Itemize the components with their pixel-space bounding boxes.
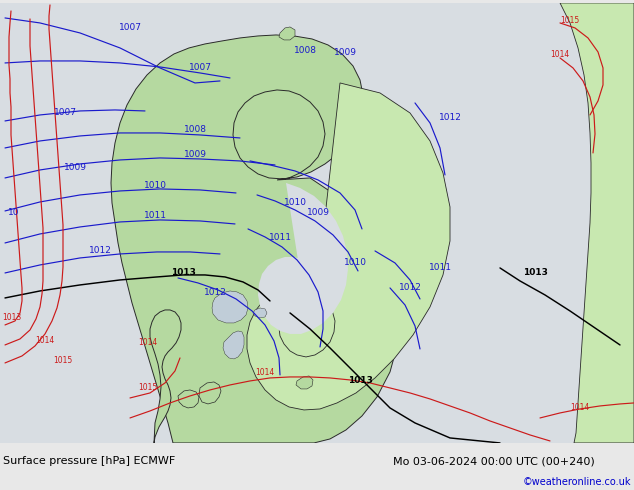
Text: ©weatheronline.co.uk: ©weatheronline.co.uk — [522, 477, 631, 487]
Text: 1013: 1013 — [522, 269, 547, 277]
Polygon shape — [296, 376, 313, 389]
Polygon shape — [212, 291, 248, 323]
Polygon shape — [258, 183, 348, 334]
Text: Surface pressure [hPa] ECMWF: Surface pressure [hPa] ECMWF — [3, 456, 176, 466]
Text: Mo 03-06-2024 00:00 UTC (00+240): Mo 03-06-2024 00:00 UTC (00+240) — [393, 456, 595, 466]
Text: 1015: 1015 — [560, 17, 579, 25]
Text: 1009: 1009 — [306, 208, 330, 218]
Text: 1007: 1007 — [188, 63, 212, 73]
Text: 1012: 1012 — [399, 283, 422, 293]
Text: 1015: 1015 — [53, 356, 73, 366]
Text: 1014: 1014 — [571, 403, 590, 413]
Text: 1015: 1015 — [138, 384, 158, 392]
Text: 1012: 1012 — [89, 246, 112, 255]
Polygon shape — [253, 308, 267, 318]
Text: 1011: 1011 — [269, 233, 292, 243]
Text: 1010: 1010 — [143, 181, 167, 191]
Text: 1012: 1012 — [439, 114, 462, 122]
Text: 10: 10 — [8, 208, 20, 218]
Polygon shape — [223, 331, 244, 359]
Text: 1010: 1010 — [344, 258, 366, 268]
Text: 1007: 1007 — [53, 108, 77, 118]
Polygon shape — [247, 83, 450, 410]
Polygon shape — [150, 310, 181, 443]
Text: 1009: 1009 — [183, 150, 207, 159]
Text: 1014: 1014 — [256, 368, 275, 377]
Text: 1010: 1010 — [283, 198, 306, 207]
Text: 1013: 1013 — [3, 314, 22, 322]
Polygon shape — [111, 35, 400, 443]
Text: 1011: 1011 — [143, 212, 167, 220]
Polygon shape — [279, 27, 295, 40]
Text: 1011: 1011 — [429, 264, 451, 272]
Text: 1009: 1009 — [63, 164, 86, 172]
Polygon shape — [560, 3, 634, 443]
Text: 1008: 1008 — [294, 47, 316, 55]
Text: 1014: 1014 — [550, 50, 569, 59]
Text: 1007: 1007 — [119, 24, 141, 32]
Text: 1012: 1012 — [204, 289, 226, 297]
Text: 1013: 1013 — [171, 269, 195, 277]
Text: 1009: 1009 — [333, 49, 356, 57]
Text: 1014: 1014 — [138, 339, 158, 347]
Text: 1013: 1013 — [347, 376, 372, 386]
Text: 1014: 1014 — [36, 337, 55, 345]
Polygon shape — [178, 390, 199, 408]
Text: 1008: 1008 — [183, 125, 207, 134]
Polygon shape — [199, 382, 221, 404]
